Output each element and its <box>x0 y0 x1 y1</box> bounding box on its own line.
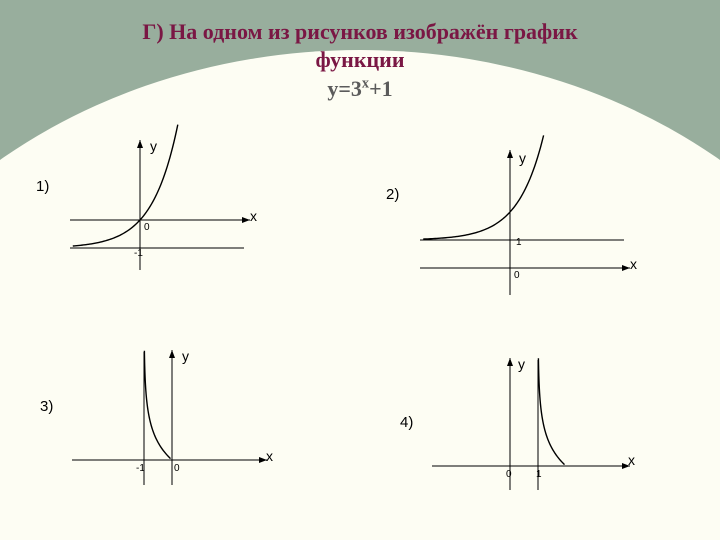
p2-axis-label-y: y <box>519 150 526 166</box>
slide-title: Г) На одном из рисунков изображён график… <box>0 18 720 103</box>
p2-tick-0: 1 <box>516 237 522 248</box>
slide-root: Г) На одном из рисунков изображён график… <box>0 0 720 540</box>
p3-axis-label-y: y <box>182 348 189 364</box>
panel-label-p1: 1) <box>36 178 49 195</box>
panel-label-p2: 2) <box>386 186 399 203</box>
p1-tick-0: 0 <box>144 222 150 233</box>
p1-tick-1: -1 <box>134 248 143 259</box>
subplot-p4 <box>432 358 642 508</box>
p4-axis-label-x: x <box>628 452 635 468</box>
p3-tick-0: -1 <box>136 463 145 474</box>
title-equation: y=3x+1 <box>0 75 720 103</box>
p1-axis-label-x: x <box>250 208 257 224</box>
title-line1: Г) На одном из рисунков изображён график <box>0 18 720 46</box>
panel-label-p3: 3) <box>40 398 53 415</box>
p3-axis-label-x: x <box>266 448 273 464</box>
p4-tick-1: 1 <box>536 469 542 480</box>
subplot-p2 <box>420 150 640 300</box>
p4-axis-label-y: y <box>518 356 525 372</box>
p2-tick-1: 0 <box>514 270 520 281</box>
p1-axis-label-y: y <box>150 138 157 154</box>
title-line2: функции <box>0 46 720 74</box>
p2-axis-label-x: x <box>630 256 637 272</box>
panel-label-p4: 4) <box>400 414 413 431</box>
subplot-p3 <box>72 350 282 500</box>
p4-tick-0: 0 <box>506 469 512 480</box>
subplot-p1 <box>70 140 270 280</box>
p3-tick-1: 0 <box>174 463 180 474</box>
